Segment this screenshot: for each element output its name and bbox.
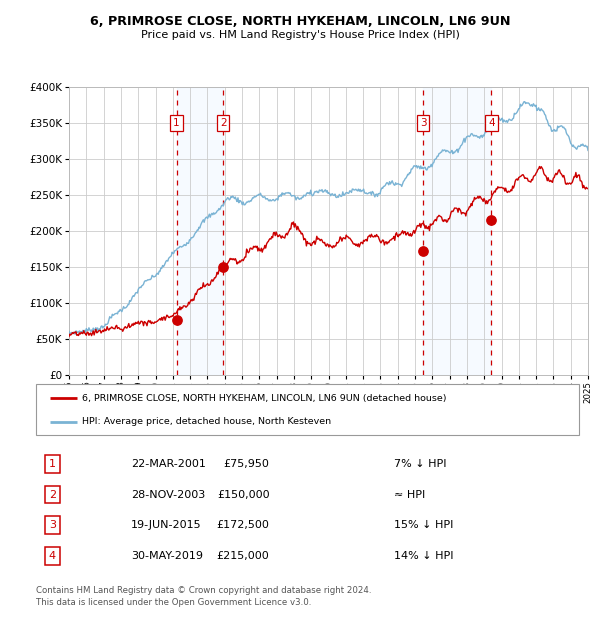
Text: 3: 3 (49, 520, 56, 530)
Text: 4: 4 (488, 118, 494, 128)
Text: £75,950: £75,950 (224, 459, 269, 469)
Point (218, 262, 228, 272)
Text: 2: 2 (49, 490, 56, 500)
Text: ≈ HPI: ≈ HPI (394, 490, 425, 500)
Text: £172,500: £172,500 (217, 520, 269, 530)
Text: HPI: Average price, detached house, North Kesteven: HPI: Average price, detached house, Nort… (82, 417, 331, 426)
Text: 2: 2 (220, 118, 226, 128)
Text: 6, PRIMROSE CLOSE, NORTH HYKEHAM, LINCOLN, LN6 9UN (detached house): 6, PRIMROSE CLOSE, NORTH HYKEHAM, LINCOL… (82, 394, 446, 402)
Bar (176, 87, 223, 375)
Text: 14% ↓ HPI: 14% ↓ HPI (394, 551, 454, 561)
FancyBboxPatch shape (36, 384, 579, 435)
Point (172, 316, 181, 326)
Text: 1: 1 (173, 118, 180, 128)
Text: 19-JUN-2015: 19-JUN-2015 (131, 520, 202, 530)
Text: 30-MAY-2019: 30-MAY-2019 (131, 551, 203, 561)
Text: 15% ↓ HPI: 15% ↓ HPI (394, 520, 454, 530)
Bar (423, 87, 491, 375)
Text: £215,000: £215,000 (217, 551, 269, 561)
Text: £150,000: £150,000 (217, 490, 269, 500)
Text: 6, PRIMROSE CLOSE, NORTH HYKEHAM, LINCOLN, LN6 9UN: 6, PRIMROSE CLOSE, NORTH HYKEHAM, LINCOL… (90, 15, 510, 28)
Point (418, 246, 428, 255)
Text: 28-NOV-2003: 28-NOV-2003 (131, 490, 205, 500)
Text: 7% ↓ HPI: 7% ↓ HPI (394, 459, 447, 469)
Text: 3: 3 (420, 118, 427, 128)
Text: 1: 1 (49, 459, 56, 469)
Text: Contains HM Land Registry data © Crown copyright and database right 2024.
This d: Contains HM Land Registry data © Crown c… (36, 586, 371, 607)
Text: Price paid vs. HM Land Registry's House Price Index (HPI): Price paid vs. HM Land Registry's House … (140, 30, 460, 40)
Text: 22-MAR-2001: 22-MAR-2001 (131, 459, 206, 469)
Point (487, 215, 496, 225)
Text: 4: 4 (49, 551, 56, 561)
